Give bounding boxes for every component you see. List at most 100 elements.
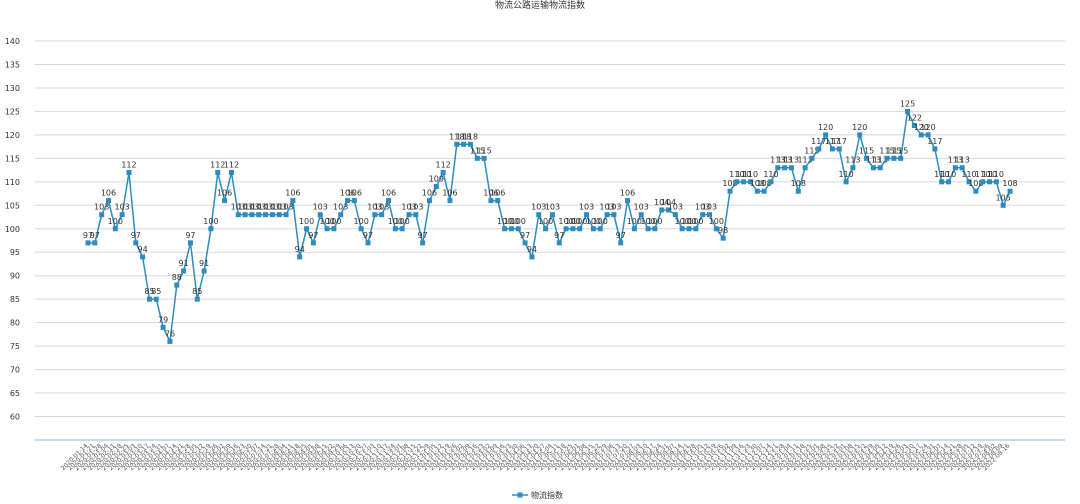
point xyxy=(1007,188,1013,194)
point xyxy=(645,226,651,232)
data-label: 94 xyxy=(138,245,148,254)
point xyxy=(543,226,549,232)
point xyxy=(618,240,624,246)
point xyxy=(304,226,310,232)
point xyxy=(119,212,125,218)
data-label: 113 xyxy=(845,156,860,165)
data-label: 103 xyxy=(401,203,416,212)
point xyxy=(529,254,535,260)
data-label: 117 xyxy=(927,137,942,146)
data-label: 103 xyxy=(634,203,649,212)
point xyxy=(672,212,678,218)
point xyxy=(829,146,835,152)
point xyxy=(754,188,760,194)
point xyxy=(187,240,193,246)
data-label: 117 xyxy=(825,137,840,146)
data-label: 98 xyxy=(718,226,728,235)
data-label: 117 xyxy=(832,137,847,146)
data-label: 118 xyxy=(456,132,471,141)
point xyxy=(946,179,952,185)
data-label: 112 xyxy=(436,160,451,169)
data-label: 100 xyxy=(319,217,334,226)
data-label: 100 xyxy=(688,217,703,226)
point xyxy=(700,212,706,218)
point xyxy=(761,188,767,194)
y-tick-label: 135 xyxy=(5,60,20,69)
y-tick-label: 110 xyxy=(5,178,20,187)
point xyxy=(959,165,965,171)
point xyxy=(823,132,829,138)
data-label: 122 xyxy=(907,113,922,122)
data-label: 97 xyxy=(83,231,93,240)
point xyxy=(918,132,924,138)
point xyxy=(993,179,999,185)
point xyxy=(133,240,139,246)
data-label: 103 xyxy=(272,203,287,212)
data-label: 85 xyxy=(192,287,202,296)
data-label: 106 xyxy=(347,189,362,198)
data-label: 100 xyxy=(586,217,601,226)
point xyxy=(399,226,405,232)
data-label: 118 xyxy=(449,132,464,141)
data-label: 106 xyxy=(483,189,498,198)
legend-marker xyxy=(517,492,523,498)
point xyxy=(652,226,658,232)
data-label: 100 xyxy=(395,217,410,226)
point xyxy=(679,226,685,232)
data-label: 100 xyxy=(558,217,573,226)
data-label: 120 xyxy=(920,123,935,132)
data-label: 85 xyxy=(144,287,154,296)
point xyxy=(502,226,508,232)
point xyxy=(775,165,781,171)
data-label: 115 xyxy=(476,146,491,155)
data-label: 109 xyxy=(429,175,444,184)
data-label: 100 xyxy=(108,217,123,226)
point xyxy=(345,198,351,204)
point xyxy=(706,212,712,218)
point xyxy=(454,141,460,147)
point xyxy=(290,198,296,204)
data-label: 103 xyxy=(374,203,389,212)
data-label: 118 xyxy=(463,132,478,141)
point xyxy=(85,240,91,246)
point xyxy=(153,296,159,302)
point xyxy=(741,179,747,185)
point xyxy=(666,207,672,213)
point xyxy=(181,268,187,274)
point xyxy=(611,212,617,218)
data-label: 100 xyxy=(497,217,512,226)
y-tick-label: 65 xyxy=(10,389,20,398)
point xyxy=(474,155,480,161)
y-tick-label: 130 xyxy=(5,84,20,93)
data-label: 103 xyxy=(237,203,252,212)
point xyxy=(331,226,337,232)
point xyxy=(461,141,467,147)
data-label: 117 xyxy=(811,137,826,146)
data-label: 100 xyxy=(681,217,696,226)
point xyxy=(208,226,214,232)
point xyxy=(351,198,357,204)
data-label: 85 xyxy=(151,287,161,296)
data-label: 103 xyxy=(278,203,293,212)
point xyxy=(194,296,200,302)
point xyxy=(358,226,364,232)
data-label: 104 xyxy=(654,198,669,207)
point xyxy=(877,165,883,171)
point xyxy=(201,268,207,274)
data-label: 100 xyxy=(640,217,655,226)
point xyxy=(447,198,453,204)
point xyxy=(720,235,726,241)
point xyxy=(386,198,392,204)
y-tick-label: 120 xyxy=(5,131,20,140)
point xyxy=(597,226,603,232)
point xyxy=(379,212,385,218)
point xyxy=(590,226,596,232)
data-label: 106 xyxy=(620,189,635,198)
data-label: 106 xyxy=(490,189,505,198)
point xyxy=(850,165,856,171)
data-label: 110 xyxy=(989,170,1004,179)
point xyxy=(925,132,931,138)
data-label: 97 xyxy=(308,231,318,240)
data-label: 110 xyxy=(743,170,758,179)
